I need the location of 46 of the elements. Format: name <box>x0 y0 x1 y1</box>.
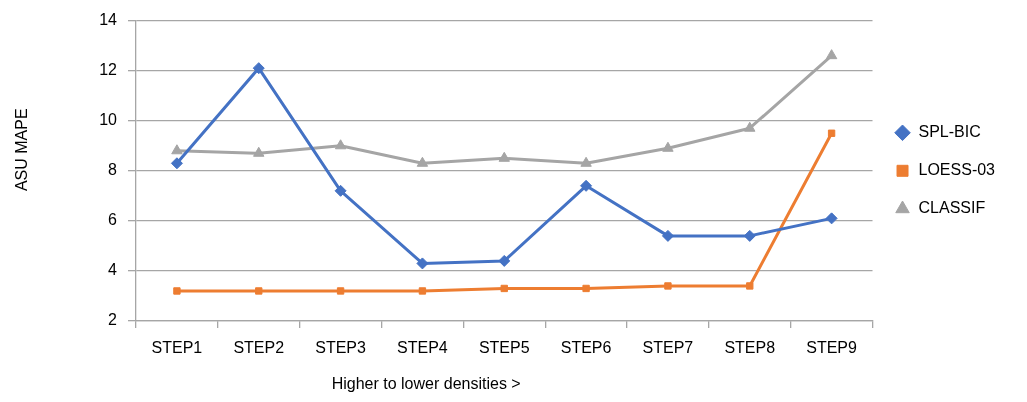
point <box>580 156 592 167</box>
point <box>827 129 836 137</box>
y-tick-label: 4 <box>108 261 118 279</box>
x-tick-label: STEP9 <box>806 339 858 357</box>
y-tick-label: 2 <box>108 311 118 329</box>
point <box>825 49 838 60</box>
point <box>746 282 754 290</box>
y-tick-label: 14 <box>99 11 118 29</box>
y-tick-label: 6 <box>108 211 118 229</box>
x-tick-label: STEP7 <box>642 339 694 357</box>
point <box>334 139 347 150</box>
y-tick-label: 12 <box>99 61 118 79</box>
y-tick-label: 8 <box>108 161 118 179</box>
point <box>416 257 429 270</box>
point <box>334 184 347 197</box>
point <box>253 146 265 157</box>
point <box>661 229 674 242</box>
x-tick-label: STEP4 <box>397 339 448 357</box>
point <box>582 284 590 293</box>
x-tick-label: STEP5 <box>478 339 530 357</box>
x-tick-label: STEP8 <box>724 339 776 357</box>
y-axis-title: ASU MAPE <box>13 108 31 192</box>
x-tick-label: STEP2 <box>233 339 285 357</box>
point <box>336 287 345 295</box>
point <box>664 282 672 290</box>
point <box>500 284 508 293</box>
point <box>416 156 429 167</box>
point <box>580 179 593 192</box>
point <box>255 287 263 295</box>
x-tick-label: STEP1 <box>151 339 203 357</box>
legend-label: LOESS-03 <box>918 161 996 179</box>
point <box>418 287 427 295</box>
point <box>498 151 510 162</box>
x-tick-label: STEP6 <box>560 339 612 357</box>
point <box>170 157 183 170</box>
x-axis-title: Higher to lower densities > <box>331 375 521 393</box>
legend-label: SPL-BIC <box>918 123 981 141</box>
point <box>171 144 183 155</box>
y-tick-label: 10 <box>99 111 118 129</box>
point <box>498 254 511 267</box>
legend-label: CLASSIF <box>918 199 986 217</box>
point <box>825 212 838 225</box>
point <box>173 287 181 295</box>
x-tick-label: STEP3 <box>315 339 367 357</box>
point <box>744 121 756 132</box>
point <box>662 141 674 152</box>
